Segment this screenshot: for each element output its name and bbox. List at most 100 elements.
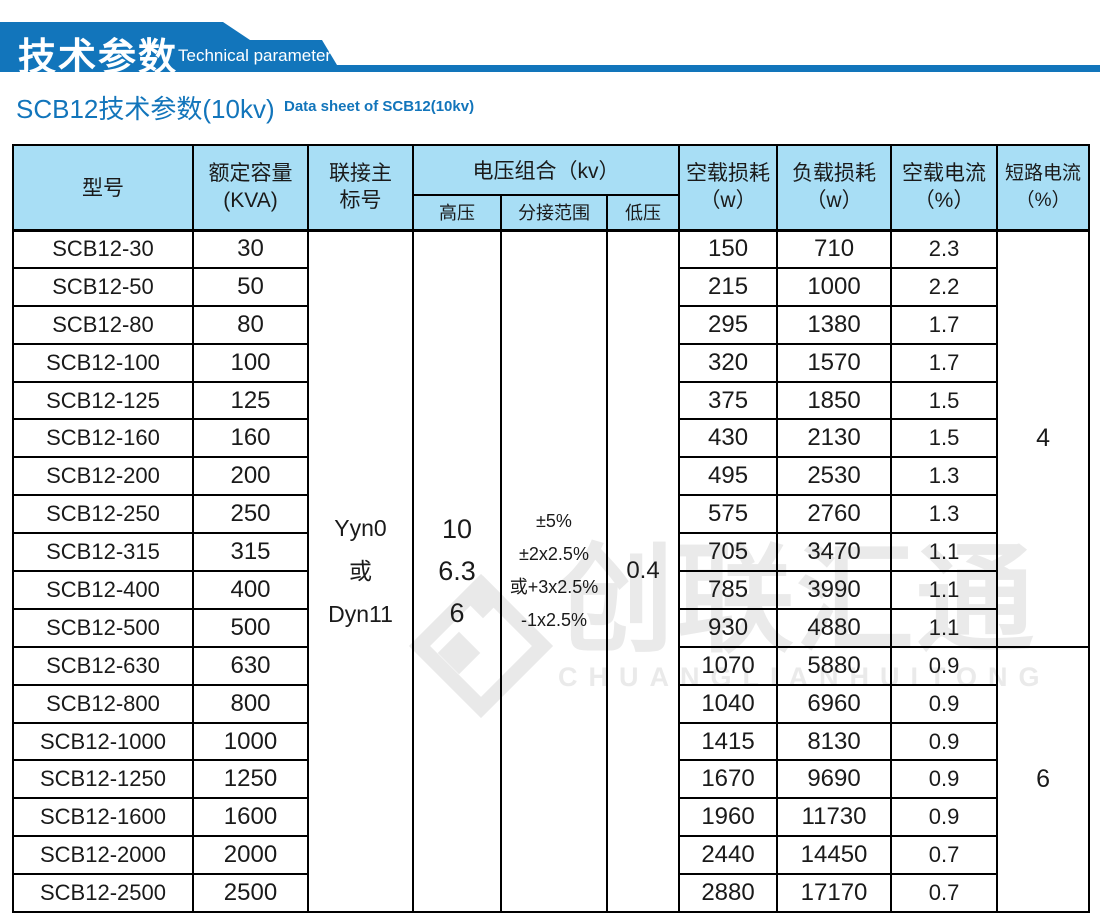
model-cell: SCB12-800 xyxy=(12,683,194,724)
model-cell: SCB12-630 xyxy=(12,645,194,686)
capacity-cell-text: 1600 xyxy=(223,803,278,831)
capacity-cell: 800 xyxy=(192,683,309,724)
short-circuit-cell: 6 xyxy=(996,645,1091,914)
no-load-current-cell: 1.3 xyxy=(890,456,999,497)
load-loss-cell: 1850 xyxy=(776,380,893,421)
load-loss-cell-text: 710 xyxy=(814,235,855,263)
load-loss-cell-text: 14450 xyxy=(800,841,868,869)
load-loss-cell: 9690 xyxy=(776,759,893,800)
model-cell-text: SCB12-2500 xyxy=(40,880,166,906)
no-load-loss-cell-text: 150 xyxy=(708,235,749,263)
capacity-cell-text: 315 xyxy=(230,538,271,566)
model-cell: SCB12-80 xyxy=(12,304,194,345)
model-cell-text: SCB12-1250 xyxy=(40,766,166,792)
no-load-loss-cell: 2440 xyxy=(678,835,779,876)
table-row: SCB12-1000 1000 1415 8130 0.9 xyxy=(12,721,1089,762)
no-load-current-cell-text: 1.3 xyxy=(928,501,960,527)
hv-cell-text: 10 xyxy=(441,514,473,545)
no-load-current-cell-text: 0.9 xyxy=(928,728,960,754)
col-header-short-circuit-line1: 短路电流 xyxy=(1005,163,1082,185)
no-load-loss-cell-text: 1040 xyxy=(701,689,755,717)
capacity-cell: 2000 xyxy=(192,835,309,876)
model-cell: SCB12-2500 xyxy=(12,873,194,914)
capacity-cell-text: 2000 xyxy=(223,841,278,869)
capacity-cell-text: 100 xyxy=(230,348,271,376)
table-row: SCB12-125 125 375 1850 1.5 xyxy=(12,380,1089,421)
load-loss-cell: 2530 xyxy=(776,456,893,497)
no-load-loss-cell: 150 xyxy=(678,229,779,269)
model-cell: SCB12-50 xyxy=(12,266,194,307)
col-header-capacity-line2: (KVA) xyxy=(223,189,278,213)
no-load-loss-cell-text: 1670 xyxy=(701,765,755,793)
no-load-current-cell-text: 1.1 xyxy=(928,576,960,602)
no-load-current-cell-text: 0.9 xyxy=(928,766,960,792)
load-loss-cell-text: 3470 xyxy=(807,538,861,566)
col-header-vector-group: 联接主 标号 xyxy=(307,144,414,232)
hv-cell: 10 6.3 6 xyxy=(412,228,502,914)
table-row: SCB12-50 50 215 1000 2.2 xyxy=(12,266,1089,307)
col-header-no-load-loss-line2: （w） xyxy=(699,189,757,213)
load-loss-cell: 17170 xyxy=(776,873,893,914)
capacity-cell-text: 200 xyxy=(230,462,271,490)
no-load-loss-cell: 215 xyxy=(678,266,779,307)
model-cell-text: SCB12-125 xyxy=(46,387,160,413)
col-header-model: 型号 xyxy=(12,144,194,232)
load-loss-cell-text: 6960 xyxy=(807,689,861,717)
model-cell-text: SCB12-630 xyxy=(46,652,160,678)
no-load-current-cell-text: 1.1 xyxy=(928,539,960,565)
no-load-current-cell-text: 0.7 xyxy=(928,880,960,906)
no-load-loss-cell-text: 2440 xyxy=(701,841,755,869)
no-load-current-cell: 0.7 xyxy=(890,873,999,914)
load-loss-cell: 5880 xyxy=(776,645,893,686)
no-load-current-cell: 0.9 xyxy=(890,759,999,800)
model-cell-text: SCB12-250 xyxy=(46,501,160,527)
col-header-load-loss-line1: 负载损耗 xyxy=(792,162,877,186)
capacity-cell: 2500 xyxy=(192,873,309,914)
load-loss-cell: 3990 xyxy=(776,570,893,610)
model-cell-text: SCB12-80 xyxy=(52,311,154,337)
model-cell-text: SCB12-1000 xyxy=(40,728,166,754)
capacity-cell-text: 630 xyxy=(230,651,271,679)
load-loss-cell: 11730 xyxy=(776,797,893,838)
model-cell: SCB12-1000 xyxy=(12,721,194,762)
load-loss-cell-text: 2130 xyxy=(807,424,861,452)
no-load-loss-cell-text: 575 xyxy=(708,500,749,528)
capacity-cell: 125 xyxy=(192,380,309,421)
no-load-loss-cell: 1415 xyxy=(678,721,779,762)
load-loss-cell-text: 2530 xyxy=(807,462,861,490)
capacity-cell: 200 xyxy=(192,456,309,497)
page-title-en: Data sheet of SCB12(10kv) xyxy=(284,98,475,115)
no-load-current-cell: 0.9 xyxy=(890,645,999,686)
no-load-current-cell-text: 2.3 xyxy=(928,236,960,262)
tap-range-cell-text: ±5% xyxy=(536,511,572,532)
col-header-load-loss-line2: （w） xyxy=(805,189,863,213)
col-header-capacity-line1: 额定容量 xyxy=(208,162,293,186)
no-load-loss-cell-text: 320 xyxy=(708,348,749,376)
lv-cell-text: 0.4 xyxy=(626,557,660,585)
no-load-current-cell-text: 0.9 xyxy=(928,652,960,678)
no-load-loss-cell: 320 xyxy=(678,342,779,383)
header-row-sub: 高压 分接范围 低压 xyxy=(13,194,1089,232)
no-load-current-cell-text: 1.1 xyxy=(928,614,960,640)
col-header-vector-line2: 标号 xyxy=(339,189,382,213)
no-load-loss-cell-text: 495 xyxy=(708,462,749,490)
banner-title-en: Technical parameter xyxy=(178,46,332,65)
banner-title-cn: 技术参数 xyxy=(18,37,179,79)
tap-range-cell-text: -1x2.5% xyxy=(520,610,588,631)
header-row-main: 型号 额定容量 (KVA) 联接主 标号 电压组合（kv） 空载损耗 （w） 负… xyxy=(12,144,1091,232)
no-load-current-cell-text: 1.7 xyxy=(928,349,960,375)
model-cell-text: SCB12-50 xyxy=(52,273,154,299)
model-cell: SCB12-400 xyxy=(12,570,194,610)
load-loss-cell-text: 1850 xyxy=(807,386,861,414)
load-loss-cell-text: 4880 xyxy=(807,613,861,641)
model-cell-text: SCB12-30 xyxy=(52,236,154,262)
no-load-loss-cell: 1070 xyxy=(678,645,779,686)
table-row: SCB12-160 160 430 2130 1.5 xyxy=(12,418,1089,459)
capacity-cell: 400 xyxy=(192,570,309,610)
model-cell: SCB12-160 xyxy=(12,418,194,459)
load-loss-cell: 1380 xyxy=(776,304,893,345)
load-loss-cell-text: 11730 xyxy=(801,803,867,831)
table-row: SCB12-800 800 1040 6960 0.9 xyxy=(12,683,1089,724)
load-loss-cell: 710 xyxy=(776,229,893,269)
col-header-no-load-loss: 空载损耗 （w） xyxy=(678,144,779,232)
